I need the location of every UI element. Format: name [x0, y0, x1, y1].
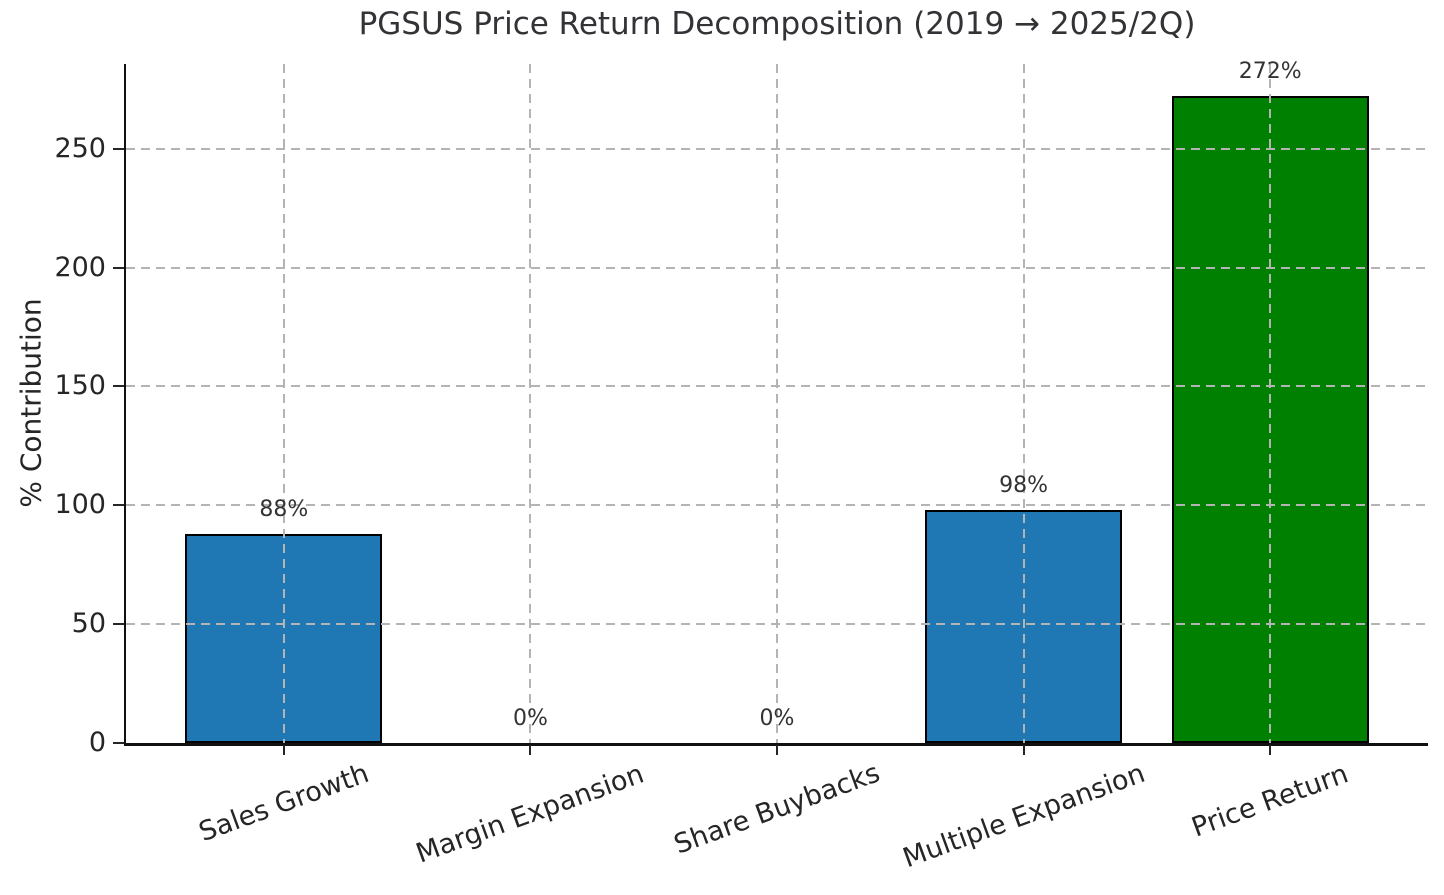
y-tick-label: 100	[54, 489, 106, 521]
gridline-v-multiple-expansion	[1022, 64, 1025, 743]
y-tick-mark	[113, 266, 124, 269]
plot-area: 88% 0% 0% 98% 272%	[126, 59, 1428, 743]
x-category-label-sales-growth: Sales Growth	[194, 757, 373, 848]
x-category-label-margin-expansion: Margin Expansion	[412, 757, 649, 870]
y-axis-spine	[123, 64, 126, 746]
x-axis-spine	[123, 743, 1428, 746]
y-tick-label: 0	[88, 727, 106, 758]
grid-layer	[126, 64, 1428, 743]
y-tick-label: 50	[71, 608, 106, 640]
x-category-label-multiple-expansion: Multiple Expansion	[898, 757, 1149, 875]
y-tick-mark	[113, 147, 124, 150]
y-tick-mark	[113, 504, 124, 507]
bar-value-label-sales-growth: 88%	[259, 496, 309, 522]
gridline-v-margin-expansion	[529, 64, 532, 743]
x-tick-mark	[282, 745, 285, 755]
x-tick-mark	[1022, 745, 1025, 755]
gridline-v-share-buybacks	[776, 64, 778, 743]
y-tick-label: 200	[54, 251, 106, 283]
x-tick-mark	[529, 745, 532, 755]
bar-value-labels-layer: 88% 0% 0% 98% 272%	[126, 59, 1428, 743]
x-category-label-price-return: Price Return	[1187, 757, 1353, 844]
x-tick-mark	[1269, 745, 1272, 755]
x-tick-mark	[776, 745, 778, 755]
gridline-v-price-return	[1269, 64, 1272, 743]
gridline-v-sales-growth	[282, 64, 285, 743]
chart-title: PGSUS Price Return Decomposition (2019 →…	[358, 6, 1196, 42]
y-tick-mark	[113, 623, 124, 626]
y-tick-label: 150	[54, 370, 106, 402]
bar-value-label-margin-expansion: 0%	[512, 706, 548, 731]
y-tick-mark	[113, 742, 124, 744]
bar-value-label-multiple-expansion: 98%	[999, 473, 1049, 499]
bar-value-label-price-return: 272%	[1238, 59, 1302, 85]
y-axis-label: % Contribution	[14, 298, 48, 508]
x-category-label-share-buybacks: Share Buybacks	[670, 757, 884, 861]
bar-value-label-share-buybacks: 0%	[759, 706, 795, 731]
y-tick-label: 250	[54, 132, 106, 164]
y-tick-mark	[113, 385, 124, 388]
